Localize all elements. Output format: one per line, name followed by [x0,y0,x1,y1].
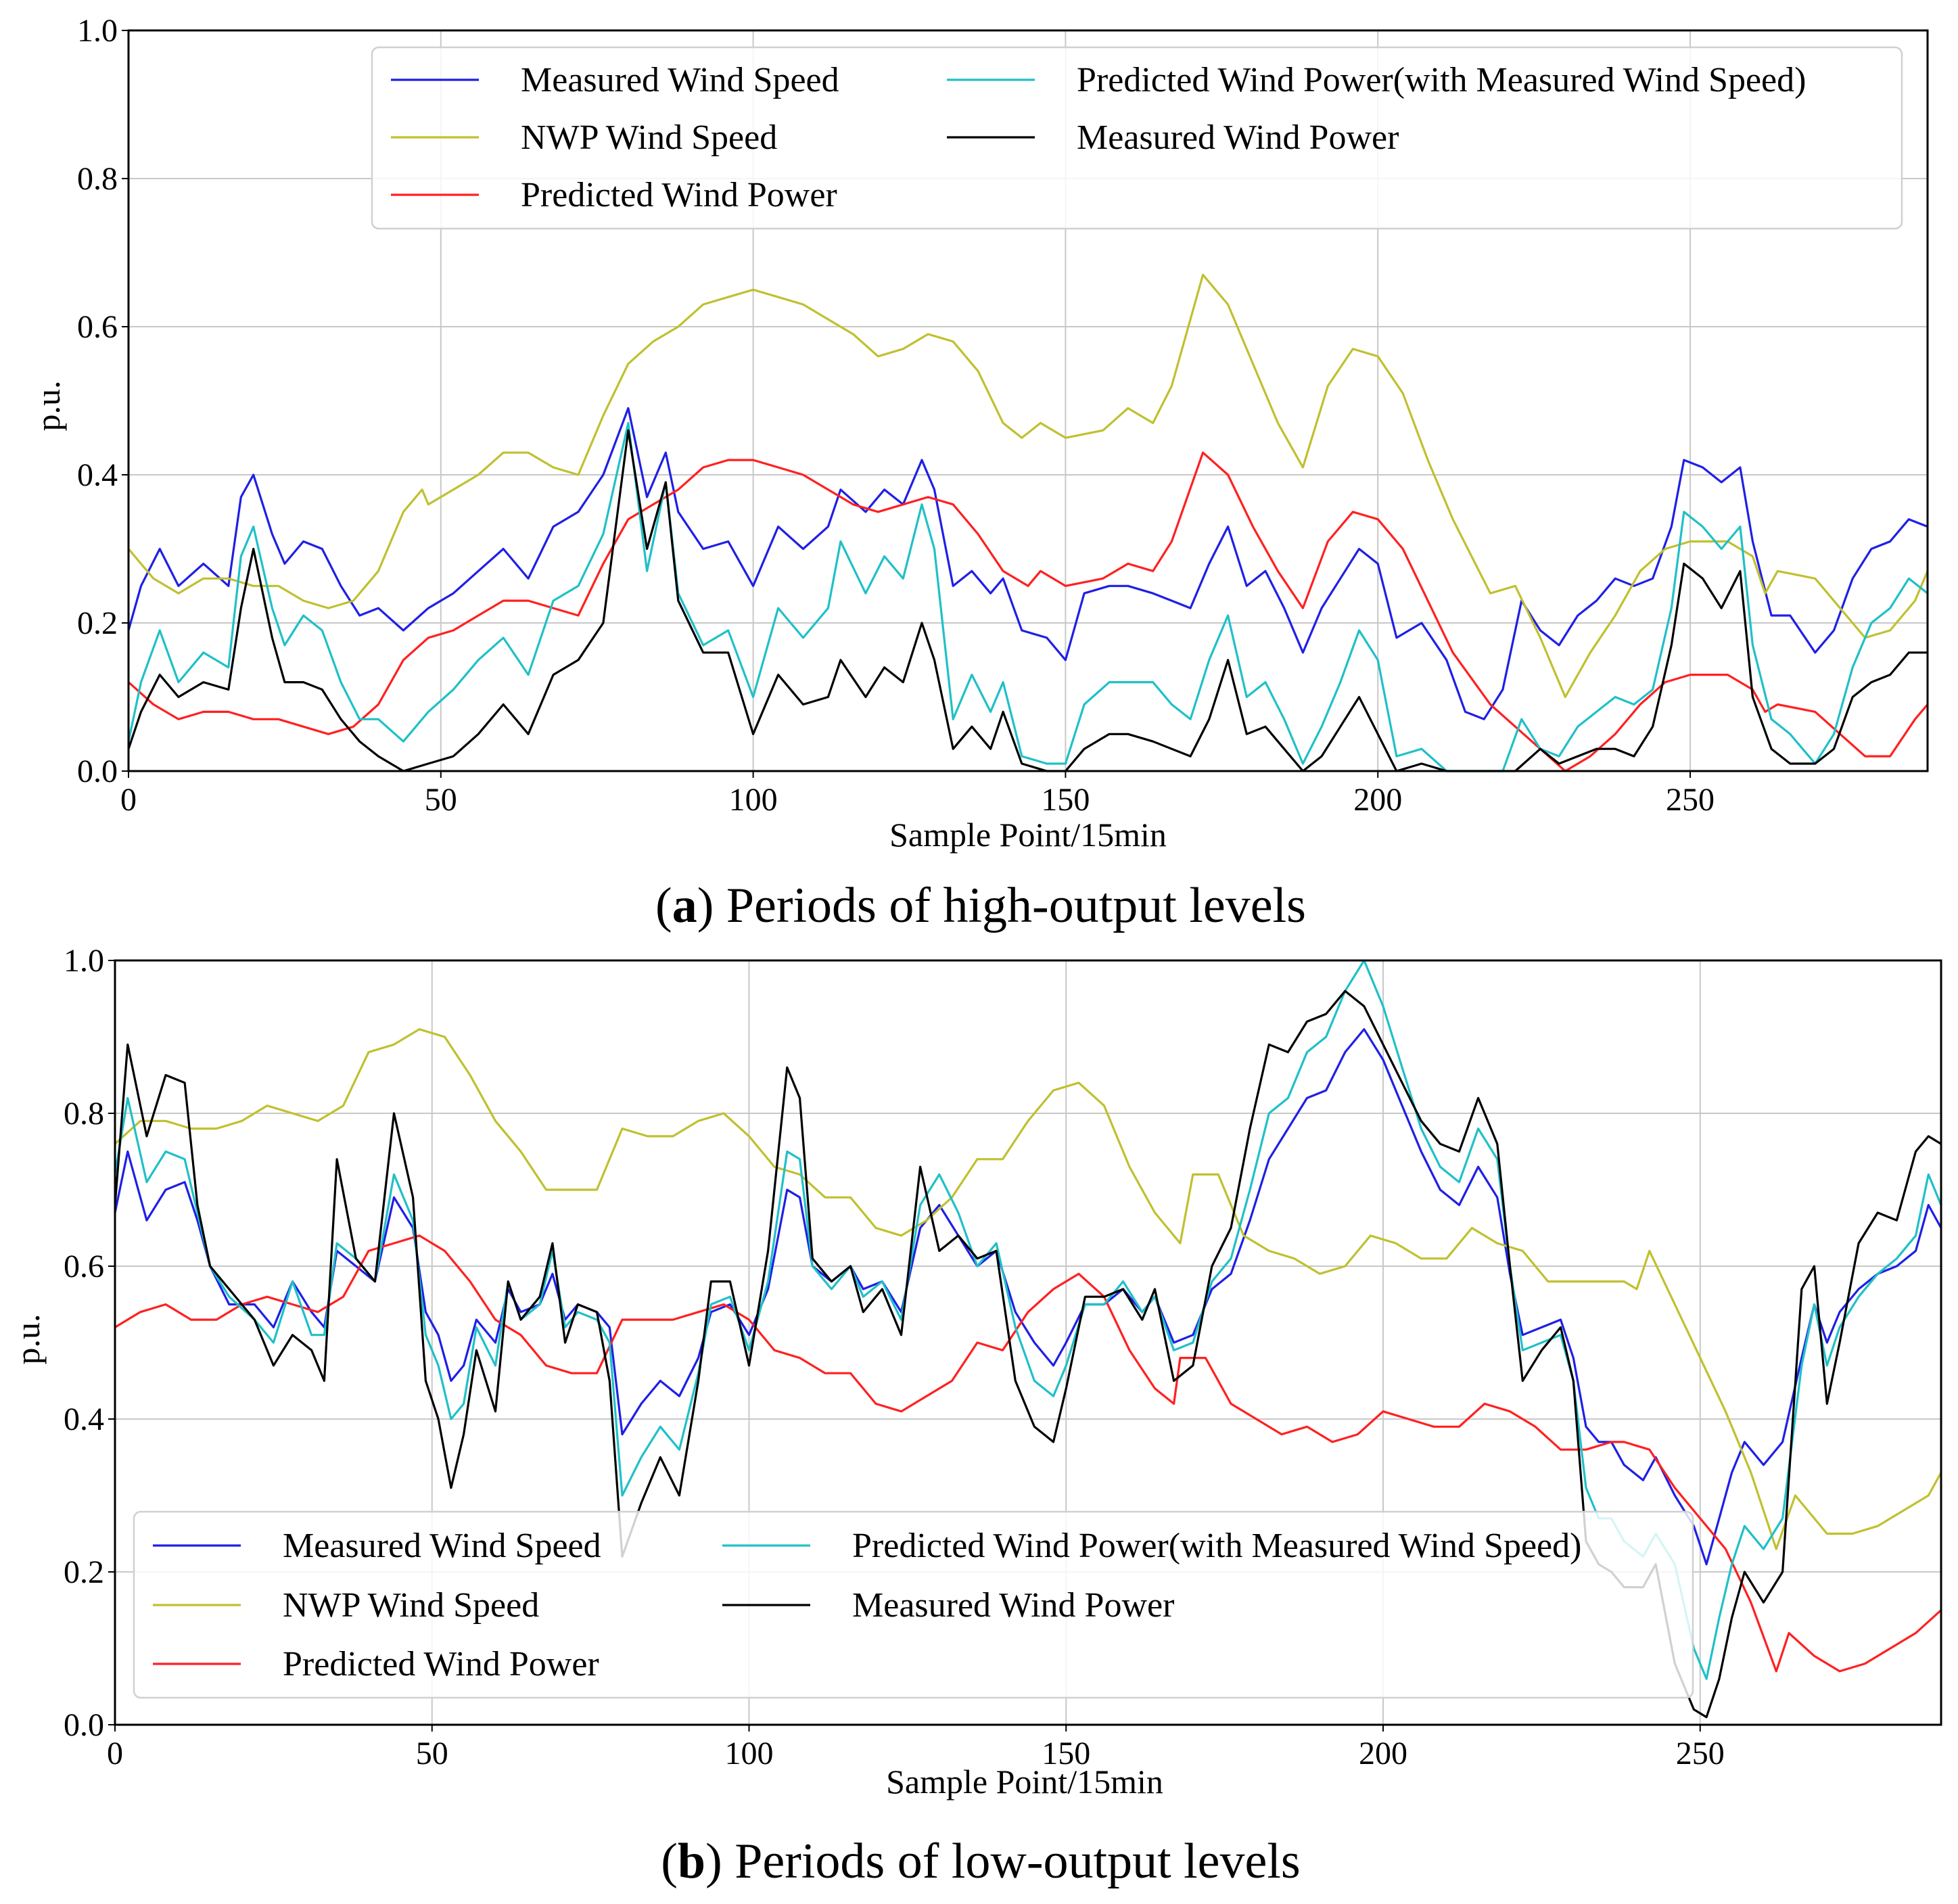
series-line-measured-wind-power [129,429,1928,772]
x-tick-label: 200 [1359,1736,1407,1771]
x-tick-labels: 0 50 100 150 200 250 [107,1725,1725,1771]
y-tick-label: 0.2 [77,605,118,641]
y-tick-labels: 0.0 0.2 0.4 0.6 0.8 1.0 [77,13,129,789]
legend: Measured Wind Speed NWP Wind Speed Predict… [133,1510,1694,1699]
x-tick-label: 200 [1353,782,1402,818]
caption-b-label: b [678,1834,705,1889]
y-tick-label: 0.8 [64,1096,104,1132]
y-tick-label: 0.4 [77,457,118,493]
plot-frame [114,959,1942,1726]
caption-a-text: Periods of high-output levels [714,878,1306,933]
legend-label: NWP Wind Speed [283,1586,539,1625]
x-tick-label: 100 [729,782,778,818]
legend-label: Measured Wind Speed [521,61,839,99]
y-tick-label: 0.6 [64,1249,104,1284]
legend-label: Predicted Wind Power(with Measured Wind … [1077,61,1806,99]
series-line-measured-wind-speed [129,407,1928,720]
caption-b: (b) Periods of low-output levels [661,1834,1300,1889]
legend-label: Measured Wind Speed [283,1527,601,1565]
legend-label: Predicted Wind Power(with Measured Wind … [852,1527,1581,1565]
series-line-measured-wind-speed [115,1028,1941,1566]
x-tick-label: 50 [416,1736,448,1771]
y-tick-labels: 0.0 0.2 0.4 0.6 0.8 1.0 [64,943,115,1743]
x-tick-label: 100 [725,1736,774,1771]
x-tick-label: 250 [1666,782,1715,818]
legend-box [133,1510,1694,1699]
series-line-nwp-wind-speed [115,1028,1941,1550]
caption-b-text: Periods of low-output levels [722,1834,1301,1889]
series-line-predicted-wind-power [129,451,1928,772]
x-axis-label: Sample Point/15min [886,1763,1163,1801]
y-tick-label: 0.0 [77,753,118,789]
legend-box [371,46,1903,230]
y-tick-label: 0.6 [77,309,118,345]
y-tick-label: 0.4 [64,1401,104,1437]
caption-a: (a) Periods of high-output levels [655,878,1306,933]
chart-panel-a: 0 50 100 150 200 250 0.0 0.2 0.4 0.6 0.8 1.0 Sampl… [29,13,1929,933]
x-tick-labels: 0 50 100 150 200 250 [120,771,1715,818]
y-tick-label: 1.0 [64,943,104,979]
y-axis-label: p.u. [9,1314,47,1365]
x-tick-label: 50 [425,782,457,818]
x-tick-label: 150 [1041,782,1090,818]
x-tick-label: 150 [1042,1736,1090,1771]
legend-label: Predicted Wind Power [283,1645,599,1684]
chart-panel-b: 0 50 100 150 200 250 0.0 0.2 0.4 0.6 0.8 1.0 Sampl… [9,943,1942,1889]
caption-a-label: a [672,878,697,933]
plot-frame [127,29,1929,772]
x-tick-label: 0 [120,782,137,818]
y-tick-label: 0.2 [64,1554,104,1590]
legend: Measured Wind Speed NWP Wind Speed Predict… [371,46,1903,230]
y-tick-label: 1.0 [77,13,118,49]
series-line-nwp-wind-speed [129,273,1928,699]
y-axis-label: p.u. [29,381,67,432]
series-line-predicted-wind-power-with-measured-wind-speed [129,421,1928,772]
y-tick-label: 0.0 [64,1707,104,1743]
x-tick-label: 250 [1676,1736,1725,1771]
x-tick-label: 0 [107,1736,123,1771]
series-line-predicted-wind-power [115,1234,1941,1673]
series-lines [129,273,1928,772]
y-tick-label: 0.8 [77,161,118,197]
legend-label: Measured Wind Power [852,1586,1174,1625]
x-axis-label: Sample Point/15min [889,816,1167,854]
legend-label: Predicted Wind Power [521,176,837,214]
legend-label: Measured Wind Power [1077,118,1399,157]
legend-label: NWP Wind Speed [521,118,777,157]
